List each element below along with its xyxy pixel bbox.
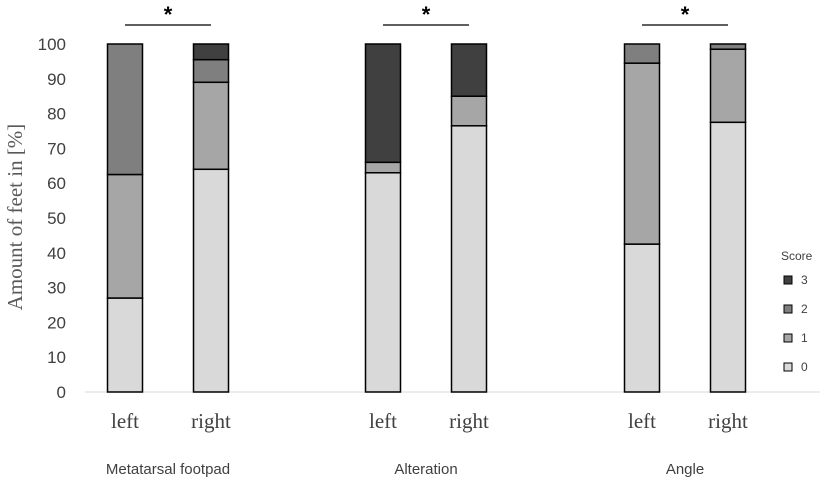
bar-segment-score-0 [106,297,144,393]
bar-segment-score-2 [106,43,144,176]
y-tick-label: 60 [47,174,66,193]
y-tick-label: 0 [57,383,66,402]
group-label: Angle [666,461,704,478]
bar-segment-score-3 [450,43,488,97]
plot-area: left right Metatarsal footpad * left right Alt… [85,2,820,478]
y-tick-label: 70 [47,139,66,158]
legend: Score 3 2 1 0 [781,249,813,374]
x-tick-label: left [628,409,656,433]
bar-segment-score-2 [709,43,747,50]
legend-entry-label: 2 [801,302,808,316]
bar-segment-score-1 [364,161,402,174]
legend-swatch-score-0 [783,362,793,372]
legend-swatch-score-1 [783,333,793,343]
x-tick-label: right [449,409,489,433]
y-tick-label: 30 [47,279,66,298]
y-tick-label: 90 [47,70,66,89]
bar-segment-score-2 [192,58,230,84]
y-tick-label: 10 [47,348,66,367]
bar-segment-score-1 [623,62,661,245]
y-tick-label: 50 [47,209,66,228]
bar-segment-score-0 [623,243,661,393]
bar-segment-score-1 [106,173,144,299]
bar-segment-score-1 [192,81,230,171]
y-tick-label: 100 [38,35,66,54]
bar-segment-score-3 [192,43,230,61]
bar-segment-score-1 [450,95,488,127]
significance-marker: * [164,2,173,27]
legend-swatch-score-2 [783,304,793,314]
bar-segment-score-0 [709,121,747,393]
bar-segment-score-1 [709,48,747,124]
significance-marker: * [422,2,431,27]
y-tick-label: 20 [47,313,66,332]
bar-segment-score-0 [450,125,488,393]
legend-title: Score [781,249,813,263]
y-tick-label: 40 [47,244,66,263]
x-tick-label: left [111,409,139,433]
x-tick-label: right [191,409,231,433]
significance-marker: * [681,2,690,27]
x-tick-label: left [369,409,397,433]
bar-segment-score-3 [364,43,402,164]
x-tick-label: right [708,409,748,433]
group-label: Alteration [394,461,457,478]
legend-swatch-score-3 [783,275,793,285]
bar-segment-score-2 [623,43,661,64]
y-tick-label: 80 [47,105,66,124]
y-axis: 0 10 20 30 40 50 60 70 80 90 100 [38,35,66,402]
legend-entry-label: 1 [801,331,808,345]
y-axis-label: Amount of feet in [%] [3,124,27,311]
group-label: Metatarsal footpad [106,461,230,478]
bar-segment-score-0 [192,168,230,393]
legend-entry-label: 3 [801,273,808,287]
bar-segment-score-0 [364,172,402,393]
legend-entry-label: 0 [801,360,808,374]
